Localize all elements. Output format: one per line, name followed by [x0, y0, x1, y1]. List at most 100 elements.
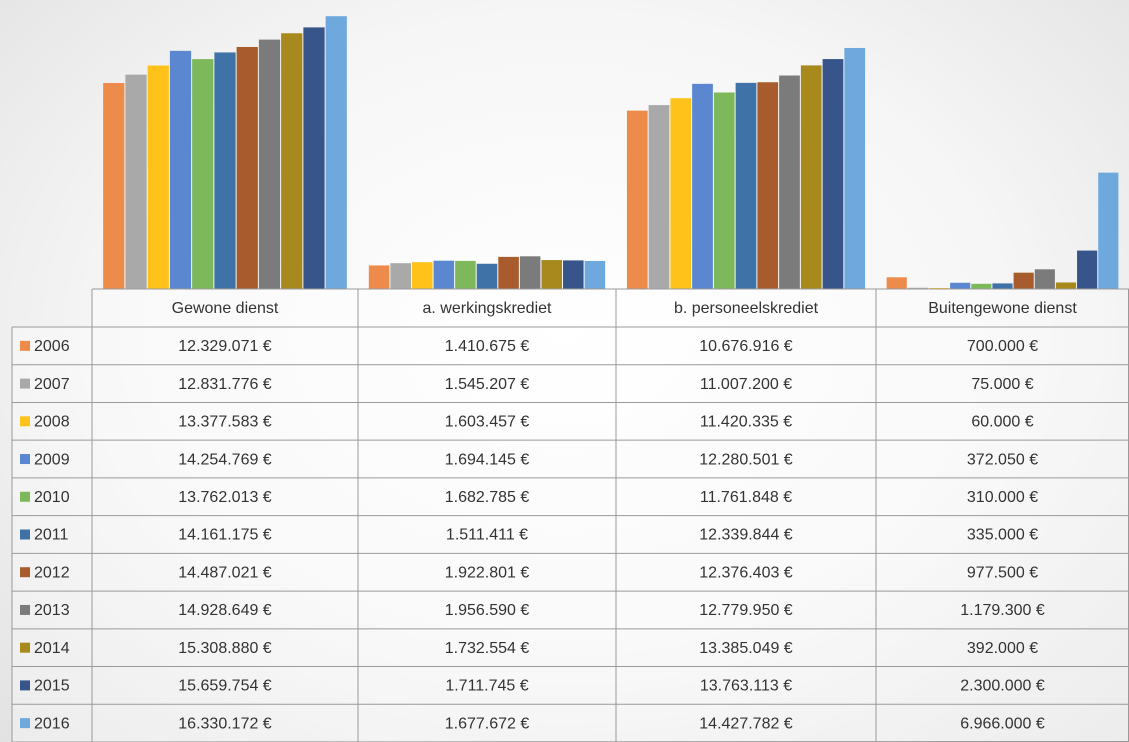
legend-label: 2008: [34, 414, 70, 431]
legend-swatch: [20, 642, 30, 653]
legend-label: 2014: [34, 640, 70, 657]
bar: [1098, 172, 1119, 289]
legend-swatch: [20, 718, 30, 729]
table-cell: 335.000 €: [967, 527, 1038, 544]
bar: [757, 82, 779, 289]
bar: [103, 83, 125, 290]
bar: [455, 260, 476, 289]
bar: [907, 287, 928, 289]
table-cell: 6.966.000 €: [960, 715, 1045, 732]
table-cell: 372.050 €: [967, 451, 1038, 468]
table-cell: 1.732.554 €: [445, 640, 530, 657]
legend-label: 2013: [34, 602, 70, 619]
table-cell: 15.659.754 €: [178, 678, 272, 695]
bar: [368, 265, 390, 289]
legend-label: 2009: [34, 451, 70, 468]
table-cell: 11.761.848 €: [700, 489, 792, 506]
table-cell: 12.339.844 €: [699, 527, 793, 544]
bar: [147, 65, 169, 289]
bar: [822, 59, 844, 289]
table-cell: 14.254.769 €: [178, 451, 272, 468]
bar: [498, 256, 519, 289]
table-cell: 1.603.457 €: [445, 414, 530, 431]
bar: [125, 74, 147, 290]
bar: [236, 46, 258, 289]
bar: [1034, 269, 1055, 289]
table-cell: 1.511.411 €: [446, 527, 528, 544]
bar: [950, 282, 971, 289]
table-cell: 13.763.113 €: [700, 678, 792, 695]
legend-swatch: [20, 567, 30, 578]
bar: [928, 287, 950, 289]
bar: [692, 83, 713, 290]
bar: [192, 59, 214, 289]
bar: [971, 283, 992, 289]
table-cell: 1.677.672 €: [445, 715, 530, 732]
bar: [214, 52, 236, 289]
table-cell: 14.928.649 €: [178, 602, 272, 619]
table-cell: 10.676.916 €: [699, 338, 793, 355]
bar: [648, 105, 670, 289]
table-cell: 310.000 €: [967, 489, 1038, 506]
table-cell: 11.007.200 €: [700, 376, 792, 393]
legend-label: 2012: [34, 564, 70, 581]
legend-swatch: [20, 604, 30, 615]
category-label: a. werkingskrediet: [423, 300, 553, 317]
bar: [563, 260, 584, 289]
bar: [541, 260, 563, 289]
bar: [886, 277, 907, 289]
bar: [433, 260, 455, 289]
legend-label: 2015: [34, 678, 70, 695]
table-cell: 1.682.785 €: [445, 489, 530, 506]
table-cell: 14.487.021 €: [178, 564, 272, 581]
table-cell: 60.000 €: [971, 414, 1033, 431]
bar: [476, 263, 498, 289]
bar: [519, 256, 541, 289]
bar: [325, 16, 347, 290]
legend-swatch: [20, 378, 30, 389]
table-cell: 2.300.000 €: [960, 678, 1045, 695]
table-cell: 392.000 €: [967, 640, 1038, 657]
table-cell: 16.330.172 €: [178, 715, 272, 732]
category-label: Buitengewone dienst: [928, 300, 1077, 317]
table-cell: 12.280.501 €: [699, 451, 793, 468]
bar: [584, 260, 606, 289]
legend-swatch: [20, 680, 30, 691]
table-cell: 75.000 €: [971, 376, 1033, 393]
bar: [626, 110, 648, 290]
bar: [281, 33, 303, 290]
bar: [258, 39, 281, 289]
bar: [1055, 282, 1077, 289]
table-cell: 1.179.300 €: [960, 602, 1045, 619]
bar: [169, 50, 192, 289]
table-cell: 13.762.013 €: [178, 489, 272, 506]
bar: [670, 98, 692, 289]
bar: [992, 283, 1013, 289]
legend-label: 2010: [34, 489, 70, 506]
legend-label: 2016: [34, 715, 70, 732]
bar: [844, 47, 866, 289]
table-cell: 12.831.776 €: [178, 376, 272, 393]
table-background: [12, 327, 1129, 742]
bar: [735, 82, 757, 289]
legend-label: 2006: [34, 338, 70, 355]
table-cell: 1.694.145 €: [445, 451, 530, 468]
table-cell: 1.711.745 €: [445, 678, 528, 695]
table-cell: 700.000 €: [967, 338, 1038, 355]
legend-swatch: [20, 529, 30, 540]
category-label: Gewone dienst: [172, 300, 279, 317]
bar: [390, 263, 411, 289]
table-cell: 13.385.049 €: [699, 640, 793, 657]
legend-swatch: [20, 454, 30, 465]
bar: [779, 75, 800, 289]
table-cell: 15.308.880 €: [178, 640, 272, 657]
table-cell: 14.427.782 €: [699, 715, 793, 732]
bar: [303, 27, 325, 290]
bar: [1077, 250, 1098, 289]
table-cell: 1.956.590 €: [445, 602, 530, 619]
table-cell: 13.377.583 €: [178, 414, 272, 431]
legend-label: 2011: [34, 527, 69, 544]
legend-swatch: [20, 340, 30, 351]
